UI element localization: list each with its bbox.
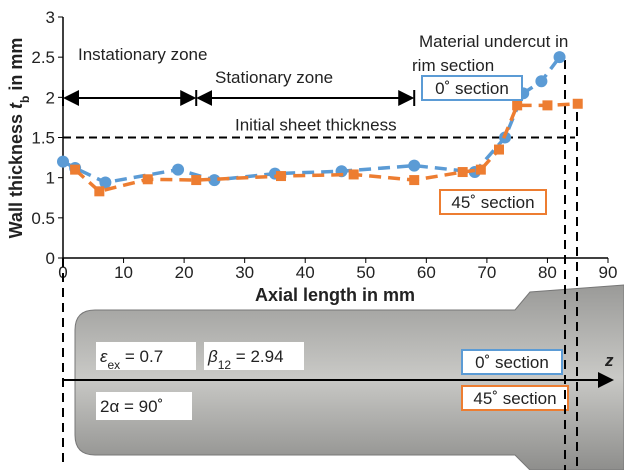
y-tick-label: 2.5 — [31, 48, 55, 67]
z-label: z — [604, 351, 614, 370]
specimen-photo — [74, 284, 624, 471]
zone-label: Instationary zone — [78, 45, 207, 64]
y-tick-label: 0.5 — [31, 209, 55, 228]
photo-label-part: β — [207, 347, 218, 366]
annotation: Material undercut in — [419, 32, 568, 51]
x-tick-label: 0 — [58, 263, 67, 282]
legend-box — [421, 75, 523, 101]
data-point — [142, 174, 153, 185]
y-axis-label: Wall thickness tb in mm — [6, 38, 32, 239]
y-axis-label-part: in mm — [6, 38, 26, 96]
x-tick-label: 20 — [175, 263, 194, 282]
threshold-label: Initial sheet thickness — [235, 116, 397, 135]
data-point — [512, 100, 523, 111]
x-tick-label: 90 — [599, 263, 618, 282]
legend-label: 0˚ section — [435, 79, 509, 98]
photo-label-part: ex — [107, 358, 120, 372]
photo-label-box — [96, 342, 196, 370]
legend-label: 45˚ section — [473, 389, 556, 408]
x-tick-label: 60 — [417, 263, 436, 282]
data-point — [172, 163, 185, 176]
photo-label-box — [96, 392, 192, 420]
photo-label-part: = 0.7 — [120, 347, 163, 366]
photo-label-part: 12 — [218, 358, 232, 372]
data-point — [494, 144, 504, 155]
data-point — [457, 167, 468, 178]
photo-label: 2α = 90˚ — [100, 397, 163, 416]
legend-box — [461, 349, 563, 375]
data-point — [409, 175, 420, 186]
zone-label: Stationary zone — [215, 68, 333, 87]
y-tick-label: 1 — [46, 169, 55, 188]
x-tick-label: 80 — [538, 263, 557, 282]
data-point — [475, 164, 486, 175]
photo-label: εex = 0.7 — [100, 347, 163, 372]
data-point — [276, 171, 286, 182]
data-point — [57, 155, 69, 168]
annotation: rim section — [412, 56, 494, 75]
data-point — [542, 100, 553, 111]
x-tick-label: 50 — [356, 263, 375, 282]
photo-label-box — [204, 342, 304, 370]
photo-label: β12 = 2.94 — [207, 347, 284, 372]
y-tick-label: 2 — [46, 88, 55, 107]
x-tick-label: 40 — [296, 263, 315, 282]
data-point — [553, 51, 566, 64]
data-point — [94, 186, 105, 197]
data-point — [408, 159, 421, 172]
photo-label-part: ε — [100, 347, 108, 366]
legend-label: 0˚ section — [475, 353, 549, 372]
data-point — [572, 98, 583, 109]
legend-box — [439, 189, 547, 215]
legend-box — [461, 385, 569, 411]
photo-labels: 0˚ section 45˚ section εex = 0.7 β12 = 2.94… — [96, 342, 569, 420]
y-tick-label: 3 — [46, 8, 55, 27]
data-point — [99, 176, 112, 189]
y-axis-label-part: b — [18, 96, 32, 103]
data-point — [208, 174, 221, 187]
legend-label: 45˚ section — [451, 193, 534, 212]
y-tick-label: 0 — [46, 249, 55, 268]
y-axis-label-part: t — [6, 102, 26, 109]
x-axis-label: Axial length in mm — [255, 285, 415, 305]
data-point — [535, 75, 548, 88]
data-point — [70, 164, 81, 175]
data-point — [191, 175, 202, 186]
data-point — [348, 169, 359, 180]
y-axis-label-part: Wall thickness — [6, 109, 26, 238]
photo-label-part: = 2.94 — [231, 347, 283, 366]
y-tick-label: 1.5 — [31, 129, 55, 148]
x-tick-label: 10 — [114, 263, 133, 282]
x-tick-label: 30 — [235, 263, 254, 282]
x-tick-label: 70 — [477, 263, 496, 282]
